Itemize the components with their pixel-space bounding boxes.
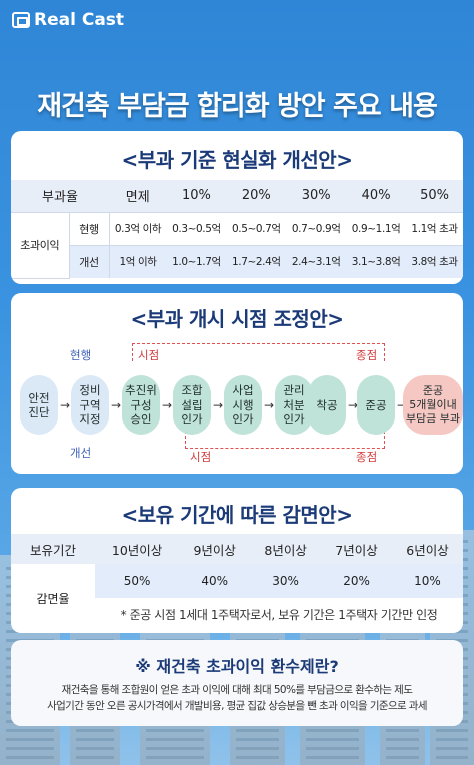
table-header: 8년이상 <box>250 534 322 564</box>
arrow-icon: → <box>111 398 122 412</box>
holding-period-card: <보유 기간에 따른 감면안> 보유기간 10년이상 9년이상 8년이상 7년이… <box>11 488 463 633</box>
levy-criteria-card: <부과 기준 현실화 개선안> 부과율 면제 10% 20% 30% 40% 5… <box>11 131 463 284</box>
arrow-icon: → <box>264 398 275 412</box>
table-cell: 0.3~0.5억 <box>166 212 227 246</box>
improve-label: 개선 <box>70 446 92 460</box>
table-row: 초과이익 현행 0.3억 이하 0.3~0.5억 0.5~0.7억 0.7~0.… <box>11 212 463 279</box>
step-node: 사업 시행 인가 <box>224 375 262 435</box>
table-cell: 1.7~2.4억 <box>226 245 287 278</box>
table-cell: 0.9~1.1억 <box>346 212 407 246</box>
current-range-bracket <box>132 343 385 361</box>
table-cell: 10% <box>391 564 463 598</box>
improved-range-bracket <box>185 431 385 449</box>
table-cell: 3.1~3.8억 <box>346 245 407 278</box>
table-header: 7년이상 <box>321 534 392 564</box>
brand-logo: Real Cast <box>12 10 124 30</box>
step-node: 조합 설립 인가 <box>173 375 211 435</box>
levy-rate-table: 부과율 면제 10% 20% 30% 40% 50% 초과이익 현행 0.3억 … <box>11 180 463 279</box>
table-cell: 0.7~0.9억 <box>286 212 347 246</box>
reduction-table: 보유기간 10년이상 9년이상 8년이상 7년이상 6년이상 감면율 50% 4… <box>11 534 463 632</box>
end-label-current: 종점 <box>356 348 378 362</box>
table-cell: 50% <box>95 564 180 598</box>
process-flow: 현행 개선 시점 종점 시점 종점 안전 진단 → 정비 구역 지정 → 추진위 구성 승… <box>11 335 463 474</box>
table-header: 10년이상 <box>95 534 180 564</box>
arrow-icon: → <box>397 398 407 412</box>
table-cell: 3.8억 초과 <box>406 245 463 278</box>
step-node: 관리 처분 인가 <box>275 375 313 435</box>
section-title: <부과 기준 현실화 개선안> <box>121 148 353 172</box>
definition-title: ※ 재건축 초과이익 환수제란? <box>135 657 339 676</box>
table-row: 개선 1억 이하 1.0~1.7억 1.7~2.4억 2.4~3.1억 3.1~… <box>11 245 463 278</box>
table-cell: 40% <box>179 564 251 598</box>
arrow-icon: → <box>60 398 71 412</box>
table-cell: 2.4~3.1억 <box>286 245 347 278</box>
table-header: 보유기간 <box>11 534 95 564</box>
logo-icon <box>12 12 30 28</box>
table-header: 10% <box>166 180 227 213</box>
step-node-final: 준공 5개월이내 부담금 부과 <box>403 375 463 435</box>
step-node: 준공 <box>357 375 395 435</box>
table-header: 면제 <box>109 180 167 213</box>
table-cell: 0.5~0.7억 <box>226 212 287 246</box>
table-cell: 30% <box>250 564 322 598</box>
arrow-icon: → <box>348 398 359 412</box>
current-label: 현행 <box>70 348 92 362</box>
start-label-current: 시점 <box>138 348 160 362</box>
row-group-label: 초과이익 <box>11 212 70 279</box>
row-label: 개선 <box>69 245 110 278</box>
page-title: 재건축 부담금 합리화 방안 주요 내용 <box>37 91 438 122</box>
table-header: 50% <box>406 180 463 213</box>
row-label: 현행 <box>69 212 110 246</box>
table-cell: 1억 이하 <box>109 245 167 278</box>
table-header: 6년이상 <box>391 534 463 564</box>
table-header: 9년이상 <box>179 534 251 564</box>
table-header: 40% <box>346 180 407 213</box>
table-cell: 1.1억 초과 <box>406 212 463 246</box>
section-title: <부과 개시 시점 조정안> <box>130 307 344 331</box>
table-cell: 20% <box>321 564 392 598</box>
brand-name: Real Cast <box>34 10 125 30</box>
definition-body-line: 재건축을 통해 조합원이 얻은 초과 이익에 대해 최대 50%를 부담금으로 … <box>61 684 413 696</box>
table-cell: 1.0~1.7억 <box>166 245 227 278</box>
table-header: 20% <box>226 180 287 213</box>
footnote: * 준공 시점 1세대 1주택자로서, 보유 기간은 1주택자 기간만 인정 <box>120 608 438 622</box>
levy-start-card: <부과 개시 시점 조정안> 현행 개선 시점 종점 시점 종점 안전 진단 → … <box>11 293 463 474</box>
arrow-icon: → <box>162 398 173 412</box>
section-title: <보유 기간에 따른 감면안> <box>121 503 353 527</box>
step-node: 정비 구역 지정 <box>71 375 109 435</box>
table-header: 30% <box>286 180 347 213</box>
end-label-improved: 종점 <box>356 450 378 464</box>
step-node: 추진위 구성 승인 <box>122 375 160 435</box>
row-label: 감면율 <box>36 591 70 606</box>
start-label-improved: 시점 <box>190 450 212 464</box>
definition-body-line: 사업기간 동안 오른 공시가격에서 개발비용, 평균 집값 상승분을 뺀 초과 … <box>47 700 427 712</box>
definition-card: ※ 재건축 초과이익 환수제란? 재건축을 통해 조합원이 얻은 초과 이익에 … <box>11 640 463 726</box>
step-node: 착공 <box>308 375 346 435</box>
table-header: 부과율 <box>11 180 109 213</box>
step-node: 안전 진단 <box>20 375 58 435</box>
table-row: 감면율 50% 40% 30% 20% 10% <box>11 564 463 606</box>
table-cell: 0.3억 이하 <box>109 212 167 246</box>
arrow-icon: → <box>213 398 224 412</box>
